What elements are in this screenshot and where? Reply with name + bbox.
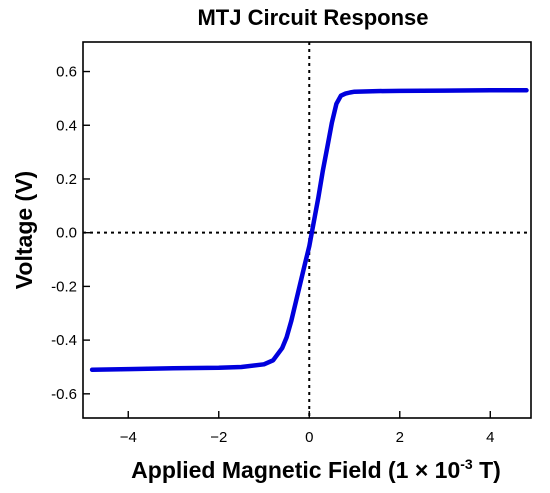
x-axis-label: Applied Magnetic Field (1 × 10-3 T) xyxy=(131,456,501,483)
x-tick-label: 4 xyxy=(486,429,494,446)
x-axis-label-exponent: -3 xyxy=(460,456,473,472)
series-line-0 xyxy=(89,88,529,372)
plot-area xyxy=(83,42,531,418)
x-tick-label: −2 xyxy=(210,429,227,446)
y-tick-label: -0.6 xyxy=(51,386,77,403)
y-tick-label: -0.4 xyxy=(51,332,77,349)
y-tick-label: 0.6 xyxy=(56,64,77,81)
axis-ticks: −4 −2 0 2 4 0.6 0.4 0.2 0.0 -0.2 -0.4 -0.6 xyxy=(51,64,494,446)
plot-frame xyxy=(82,41,532,419)
x-tick-label: 0 xyxy=(305,429,313,446)
y-tick-label: -0.2 xyxy=(51,278,77,295)
y-tick-label: 0.0 xyxy=(56,225,77,242)
y-axis-label: Voltage (V) xyxy=(11,171,37,289)
chart-title: MTJ Circuit Response xyxy=(197,5,428,30)
x-axis-label-unit: T) xyxy=(473,457,501,483)
x-axis-label-main: Applied Magnetic Field (1 × 10 xyxy=(131,457,460,483)
y-tick-label: 0.4 xyxy=(56,117,77,134)
x-tick-label: 2 xyxy=(396,429,404,446)
y-tick-label: 0.2 xyxy=(56,171,77,188)
x-tick-label: −4 xyxy=(120,429,137,446)
